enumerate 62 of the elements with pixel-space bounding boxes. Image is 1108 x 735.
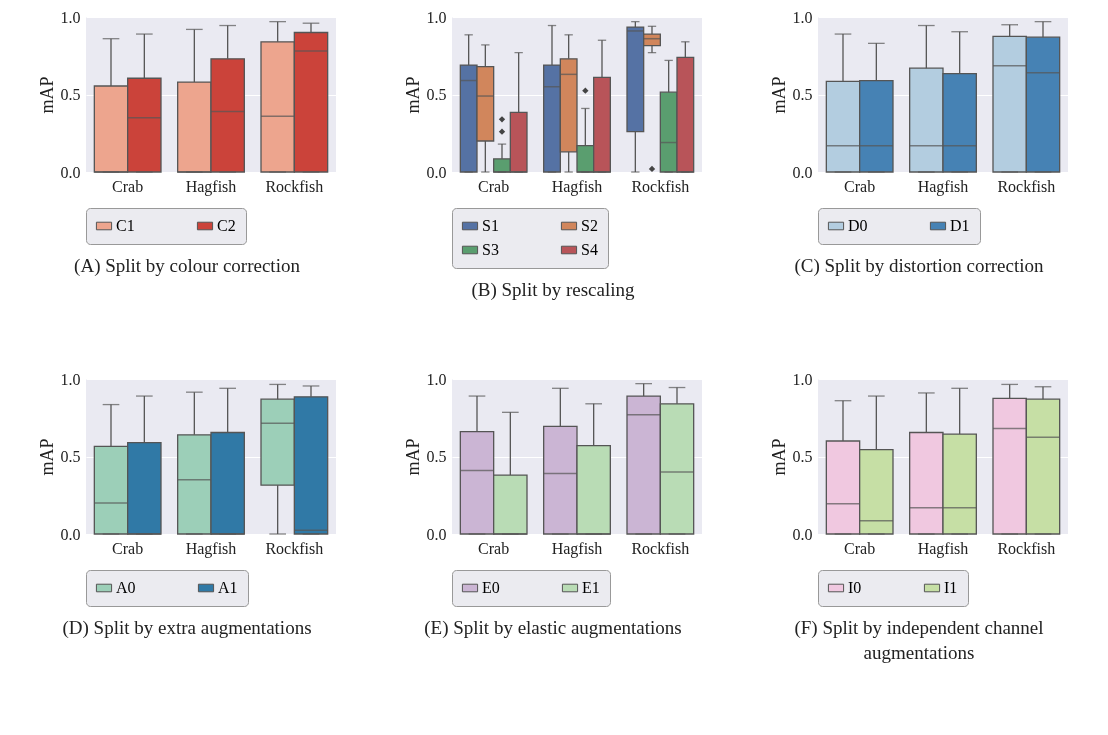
x-tick-label: Hagfish (917, 539, 969, 558)
x-tick-label: Rockfish (997, 539, 1056, 557)
x-tick-label: Crab (844, 539, 876, 557)
x-tick-label: Rockfish (265, 539, 324, 557)
text: (D) Split by extra augmentations (61, 616, 313, 640)
y-axis-title: mAP (36, 438, 57, 476)
x-tick-label: Crab (478, 177, 510, 195)
legend-label: C1 (116, 217, 135, 234)
x-tick-label: Rockfish (265, 177, 324, 195)
y-tick-label: 0.5 (60, 86, 81, 103)
legend-label: E1 (582, 579, 600, 596)
text: (E) Split by elastic augmentations (423, 616, 683, 640)
y-tick-label: 0.5 (426, 86, 447, 103)
y-tick-label: 0.5 (792, 86, 813, 103)
legend-label: D0 (848, 217, 868, 234)
x-tick-label: Rockfish (997, 177, 1056, 195)
x-tick-label: Hagfish (551, 539, 603, 558)
text: (A) Split by colour correction (73, 254, 301, 278)
legend-label: S3 (482, 241, 499, 258)
x-tick-label: Hagfish (551, 177, 603, 196)
y-tick-label: 1.0 (60, 370, 81, 388)
x-tick-label: Crab (112, 177, 144, 195)
text: (C) Split by distortion correction (793, 254, 1045, 278)
y-tick-label: 0.0 (426, 163, 447, 181)
y-tick-label: 0.0 (792, 163, 813, 181)
y-axis-title: mAP (402, 438, 423, 476)
legend-label: D1 (950, 217, 970, 234)
y-tick-label: 0.5 (60, 448, 81, 465)
y-axis-title: mAP (768, 76, 789, 114)
x-tick-label: Rockfish (631, 177, 690, 195)
y-tick-label: 1.0 (792, 370, 813, 388)
y-tick-label: 1.0 (426, 370, 447, 388)
y-axis-title: mAP (768, 438, 789, 476)
x-tick-label: Crab (112, 539, 144, 557)
y-tick-label: 0.0 (60, 163, 81, 181)
legend-label: S4 (581, 241, 598, 258)
text: (B) Split by rescaling (470, 278, 636, 302)
text: (F) Split by independent channel augmentations (793, 616, 1045, 665)
y-tick-label: 1.0 (792, 8, 813, 26)
legend-label: I1 (944, 579, 958, 596)
y-tick-label: 1.0 (426, 8, 447, 26)
legend-label: A0 (116, 579, 136, 596)
y-tick-label: 0.5 (792, 448, 813, 465)
y-tick-label: 0.5 (426, 448, 447, 465)
x-tick-label: Hagfish (185, 539, 237, 558)
y-tick-label: 0.0 (792, 525, 813, 543)
y-axis-title: mAP (36, 76, 57, 114)
x-tick-label: Crab (478, 539, 510, 557)
legend-label: S2 (581, 217, 598, 234)
y-axis-title: mAP (402, 76, 423, 114)
x-tick-label: Hagfish (185, 177, 237, 196)
x-tick-label: Hagfish (917, 177, 969, 196)
x-tick-label: Rockfish (631, 539, 690, 557)
y-tick-label: 0.0 (60, 525, 81, 543)
legend-label: I0 (848, 579, 862, 596)
x-tick-label: Crab (844, 177, 876, 195)
legend-label: E0 (482, 579, 500, 596)
legend-label: A1 (218, 579, 238, 596)
y-tick-label: 1.0 (60, 8, 81, 26)
legend-label: C2 (217, 217, 236, 234)
y-tick-label: 0.0 (426, 525, 447, 543)
legend-label: S1 (482, 217, 499, 234)
